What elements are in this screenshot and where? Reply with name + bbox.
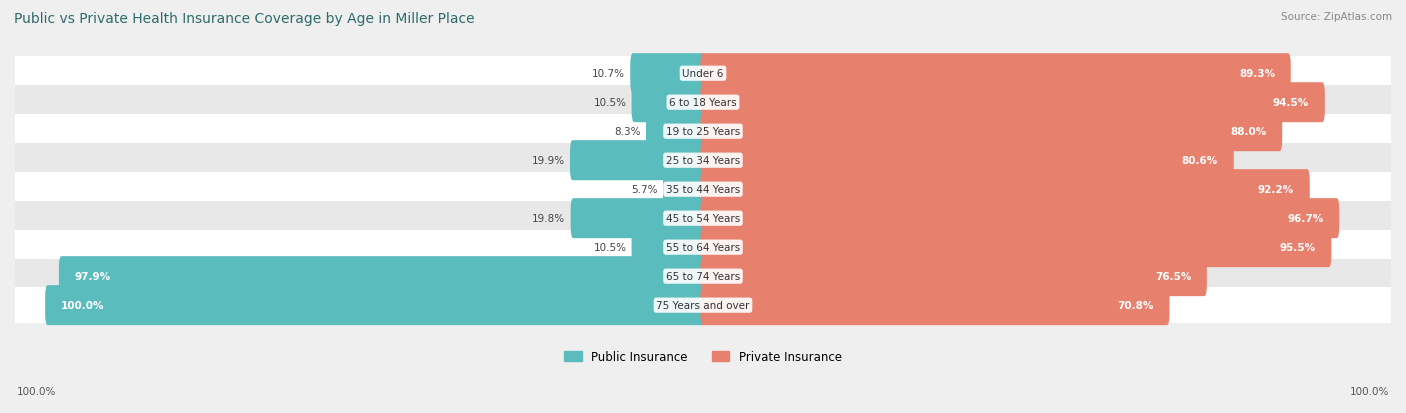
Text: 96.7%: 96.7%: [1288, 214, 1323, 223]
FancyBboxPatch shape: [15, 57, 1391, 92]
Text: 35 to 44 Years: 35 to 44 Years: [666, 185, 740, 195]
Text: 88.0%: 88.0%: [1230, 127, 1267, 137]
FancyBboxPatch shape: [700, 170, 1310, 210]
FancyBboxPatch shape: [15, 259, 1391, 294]
FancyBboxPatch shape: [700, 285, 1170, 325]
FancyBboxPatch shape: [630, 54, 706, 94]
Text: 95.5%: 95.5%: [1279, 242, 1316, 253]
Text: 92.2%: 92.2%: [1258, 185, 1294, 195]
FancyBboxPatch shape: [571, 199, 706, 239]
Text: 89.3%: 89.3%: [1239, 69, 1275, 79]
Text: 65 to 74 Years: 65 to 74 Years: [666, 271, 740, 282]
FancyBboxPatch shape: [15, 114, 1391, 150]
Text: Source: ZipAtlas.com: Source: ZipAtlas.com: [1281, 12, 1392, 22]
FancyBboxPatch shape: [569, 141, 706, 181]
Text: 10.7%: 10.7%: [592, 69, 626, 79]
Text: 76.5%: 76.5%: [1154, 271, 1191, 282]
FancyBboxPatch shape: [700, 141, 1233, 181]
Text: 10.5%: 10.5%: [593, 242, 626, 253]
FancyBboxPatch shape: [700, 199, 1340, 239]
FancyBboxPatch shape: [15, 143, 1391, 178]
FancyBboxPatch shape: [15, 288, 1391, 323]
Text: 70.8%: 70.8%: [1118, 300, 1154, 311]
Text: 10.5%: 10.5%: [593, 98, 626, 108]
FancyBboxPatch shape: [45, 285, 706, 325]
FancyBboxPatch shape: [15, 230, 1391, 265]
Text: 5.7%: 5.7%: [631, 185, 658, 195]
Text: 80.6%: 80.6%: [1182, 156, 1218, 166]
Text: 94.5%: 94.5%: [1272, 98, 1309, 108]
Text: 19 to 25 Years: 19 to 25 Years: [666, 127, 740, 137]
Text: 100.0%: 100.0%: [17, 387, 56, 396]
Text: 97.9%: 97.9%: [75, 271, 111, 282]
FancyBboxPatch shape: [59, 256, 706, 297]
Text: 55 to 64 Years: 55 to 64 Years: [666, 242, 740, 253]
FancyBboxPatch shape: [700, 256, 1206, 297]
FancyBboxPatch shape: [15, 172, 1391, 207]
FancyBboxPatch shape: [700, 112, 1282, 152]
Text: 19.9%: 19.9%: [531, 156, 565, 166]
Text: 45 to 54 Years: 45 to 54 Years: [666, 214, 740, 223]
Text: Under 6: Under 6: [682, 69, 724, 79]
Text: 6 to 18 Years: 6 to 18 Years: [669, 98, 737, 108]
FancyBboxPatch shape: [664, 170, 706, 210]
Text: 25 to 34 Years: 25 to 34 Years: [666, 156, 740, 166]
Text: 100.0%: 100.0%: [60, 300, 104, 311]
FancyBboxPatch shape: [15, 201, 1391, 236]
FancyBboxPatch shape: [645, 112, 706, 152]
Text: 75 Years and over: 75 Years and over: [657, 300, 749, 311]
FancyBboxPatch shape: [700, 228, 1331, 268]
FancyBboxPatch shape: [700, 83, 1324, 123]
FancyBboxPatch shape: [631, 228, 706, 268]
FancyBboxPatch shape: [15, 85, 1391, 121]
Text: Public vs Private Health Insurance Coverage by Age in Miller Place: Public vs Private Health Insurance Cover…: [14, 12, 475, 26]
Legend: Public Insurance, Private Insurance: Public Insurance, Private Insurance: [560, 346, 846, 368]
FancyBboxPatch shape: [631, 83, 706, 123]
Text: 8.3%: 8.3%: [614, 127, 641, 137]
Text: 19.8%: 19.8%: [533, 214, 565, 223]
FancyBboxPatch shape: [700, 54, 1291, 94]
Text: 100.0%: 100.0%: [1350, 387, 1389, 396]
